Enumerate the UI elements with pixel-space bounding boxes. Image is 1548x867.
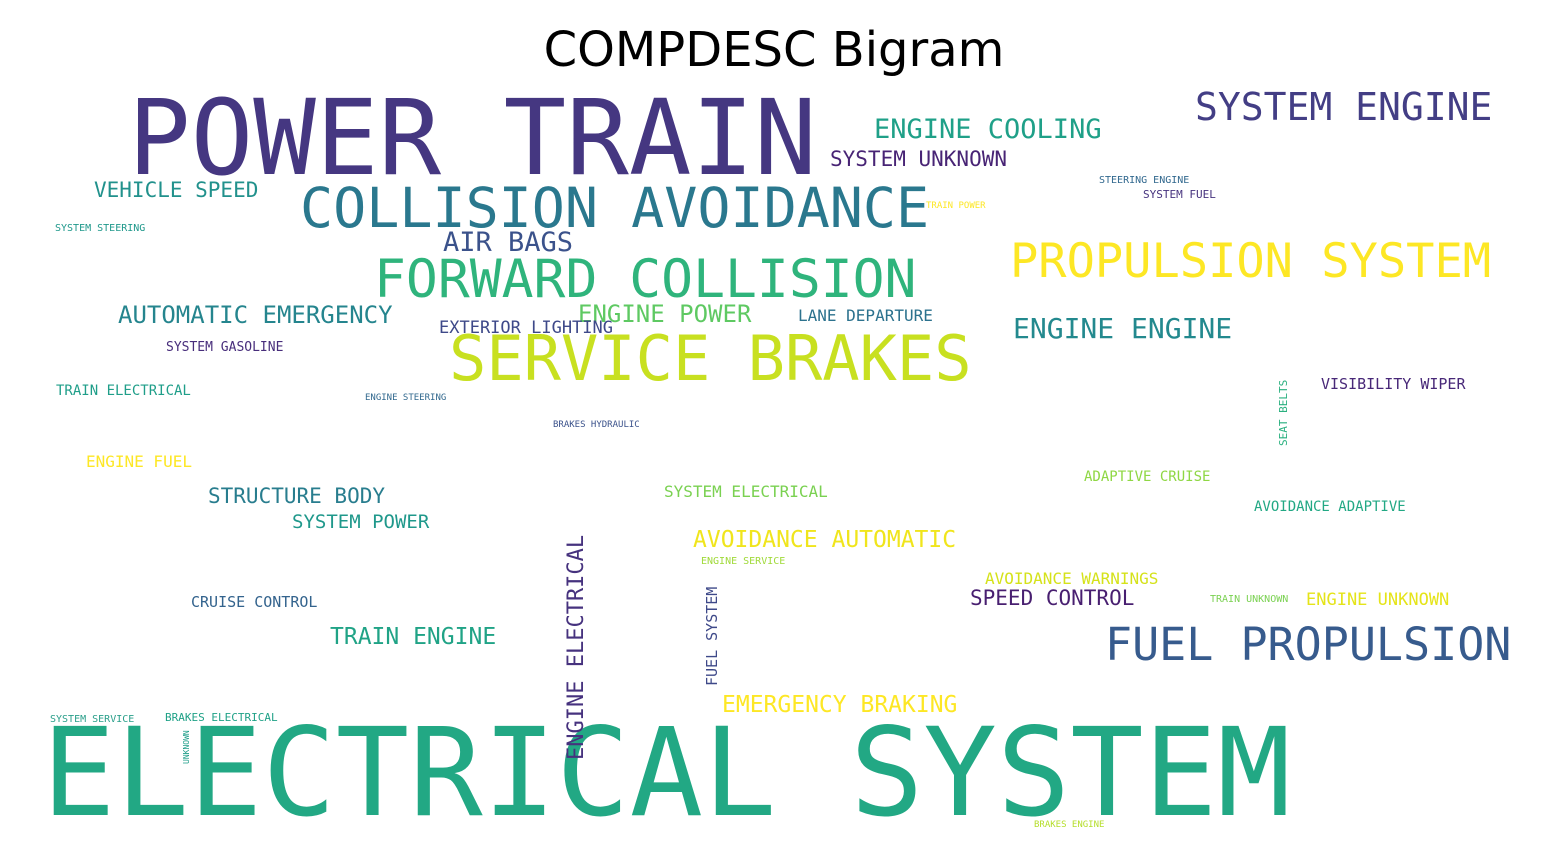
word-exterior-lighting: EXTERIOR LIGHTING: [439, 318, 613, 338]
word-brakes-hydraulic: BRAKES HYDRAULIC: [553, 420, 640, 430]
word-vehicle-speed: VEHICLE SPEED: [94, 178, 259, 202]
word-collision-avoidance: COLLISION AVOIDANCE: [300, 176, 930, 240]
word-engine-service: ENGINE SERVICE: [701, 556, 786, 567]
word-train-power: TRAIN POWER: [926, 201, 986, 211]
word-structure-body: STRUCTURE BODY: [208, 484, 386, 508]
word-unknown: UNKNOWN: [182, 730, 191, 764]
word-system-unknown: SYSTEM UNKNOWN: [830, 147, 1008, 171]
word-fuel-propulsion: FUEL PROPULSION: [1105, 618, 1512, 671]
word-air-bags: AIR BAGS: [443, 227, 574, 258]
chart-title: COMPDESC Bigram: [543, 22, 1005, 78]
word-avoidance-warnings: AVOIDANCE WARNINGS: [985, 569, 1159, 588]
word-train-electrical: TRAIN ELECTRICAL: [56, 383, 191, 399]
word-propulsion-system: PROPULSION SYSTEM: [1010, 234, 1492, 289]
word-electrical-system: ELECTRICAL SYSTEM: [42, 702, 1291, 844]
word-speed-control: SPEED CONTROL: [970, 586, 1135, 610]
word-fuel-system: FUEL SYSTEM: [703, 586, 721, 686]
word-engine-fuel: ENGINE FUEL: [86, 452, 192, 471]
word-engine-unknown: ENGINE UNKNOWN: [1306, 590, 1450, 610]
word-adaptive-cruise: ADAPTIVE CRUISE: [1084, 469, 1211, 485]
word-engine-cooling: ENGINE COOLING: [874, 114, 1102, 145]
word-emergency-braking: EMERGENCY BRAKING: [722, 692, 958, 718]
word-automatic-emergency: AUTOMATIC EMERGENCY: [118, 301, 393, 329]
word-lane-departure: LANE DEPARTURE: [798, 306, 933, 325]
word-seat-belts: SEAT BELTS: [1277, 379, 1290, 446]
word-system-power: SYSTEM POWER: [292, 511, 430, 533]
word-visibility-wiper: VISIBILITY WIPER: [1321, 375, 1466, 393]
word-cruise-control: CRUISE CONTROL: [191, 593, 318, 611]
word-avoidance-automatic: AVOIDANCE AUTOMATIC: [693, 527, 957, 553]
word-engine-engine: ENGINE ENGINE: [1013, 312, 1233, 345]
word-power-train: POWER TRAIN: [128, 77, 817, 199]
word-system-fuel: SYSTEM FUEL: [1143, 188, 1216, 201]
word-train-engine: TRAIN ENGINE: [330, 624, 497, 650]
word-system-gasoline: SYSTEM GASOLINE: [166, 340, 284, 355]
word-system-steering: SYSTEM STEERING: [55, 223, 146, 234]
word-system-engine: SYSTEM ENGINE: [1195, 85, 1493, 129]
word-train-unknown: TRAIN UNKNOWN: [1210, 594, 1289, 605]
word-steering-engine: STEERING ENGINE: [1099, 175, 1190, 186]
word-service-brakes: SERVICE BRAKES: [449, 322, 972, 395]
word-forward-collision: FORWARD COLLISION: [374, 249, 917, 310]
word-system-electrical: SYSTEM ELECTRICAL: [664, 482, 828, 501]
word-engine-power: ENGINE POWER: [578, 300, 752, 328]
word-engine-steering: ENGINE STEERING: [365, 393, 447, 403]
word-avoidance-adaptive: AVOIDANCE ADAPTIVE: [1254, 499, 1406, 515]
word-brakes-electrical: BRAKES ELECTRICAL: [165, 711, 278, 724]
word-engine-electrical: ENGINE ELECTRICAL: [564, 534, 589, 760]
word-system-service: SYSTEM SERVICE: [50, 714, 135, 725]
word-brakes-engine: BRAKES ENGINE: [1034, 820, 1105, 830]
